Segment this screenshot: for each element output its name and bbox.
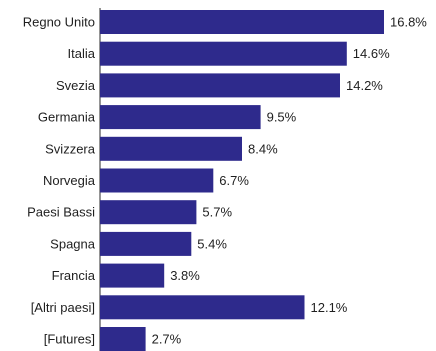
bar-altri-paesi [100, 295, 305, 320]
value-label: 14.6% [353, 46, 390, 61]
bar-regno-unito [100, 10, 384, 34]
bar-paesi-bassi [100, 200, 197, 225]
category-label: Svizzera [45, 141, 96, 156]
value-label: 14.2% [346, 78, 383, 93]
category-label: Germania [38, 110, 96, 125]
category-label: [Altri paesi] [31, 300, 95, 315]
category-label: Francia [52, 268, 96, 283]
value-label: 3.8% [170, 268, 200, 283]
value-label: 5.4% [197, 236, 227, 251]
value-label: 2.7% [152, 332, 182, 347]
category-label: Paesi Bassi [27, 205, 95, 220]
value-label: 6.7% [219, 173, 249, 188]
category-label: Svezia [56, 78, 96, 93]
bar-italia [100, 41, 347, 66]
category-label: Spagna [50, 236, 96, 251]
bar-germania [100, 105, 261, 130]
category-label: [Futures] [44, 332, 95, 347]
category-label: Norvegia [43, 173, 96, 188]
value-label: 5.7% [202, 205, 232, 220]
category-label: Regno Unito [23, 15, 95, 30]
bar-svezia [100, 73, 340, 98]
bar-norvegia [100, 168, 214, 193]
category-labels-group: Regno Unito Italia Svezia Germania Svizzera N… [23, 15, 96, 347]
value-label: 12.1% [311, 300, 348, 315]
bar-francia [100, 263, 165, 288]
category-label: Italia [68, 46, 96, 61]
value-label: 16.8% [390, 15, 427, 30]
value-labels-group: 16.8% 14.6% 14.2% 9.5% 8.4% 6.7% 5.7% 5.4% 3.8% 1… [152, 15, 428, 347]
bar-svizzera [100, 136, 242, 161]
bar-spagna [100, 231, 192, 256]
bar-futures [100, 327, 146, 351]
value-label: 8.4% [248, 141, 278, 156]
bars-group [100, 10, 384, 351]
value-label: 9.5% [267, 110, 297, 125]
